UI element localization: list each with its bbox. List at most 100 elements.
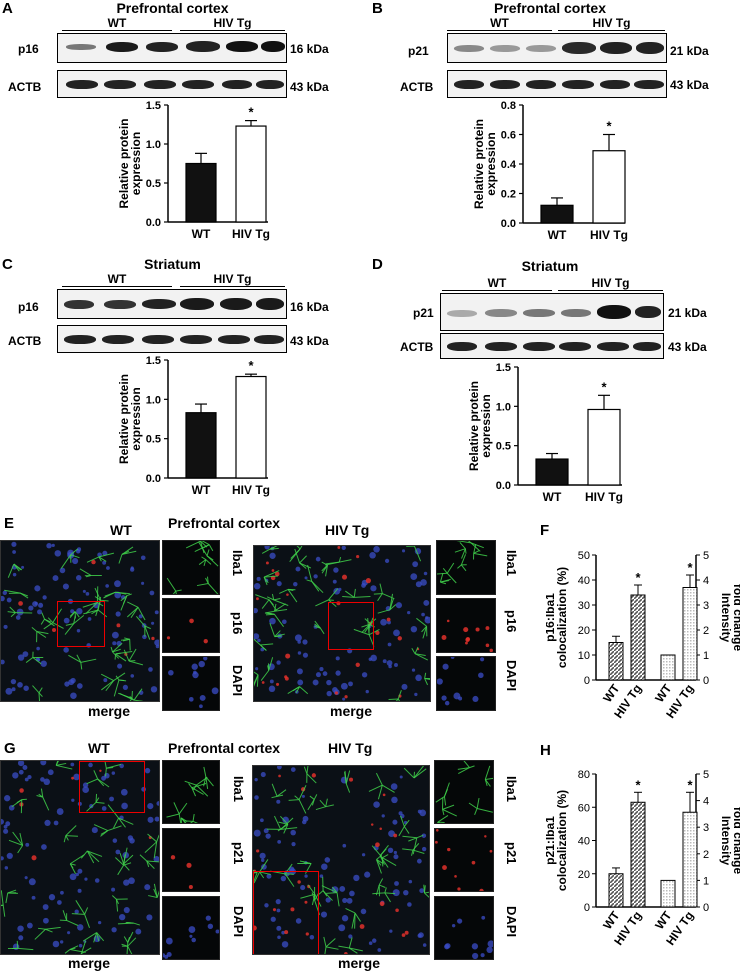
- panel-b-p21-blot: [447, 33, 667, 63]
- bar-wt: [185, 162, 217, 223]
- panel-c-row2-label: ACTB: [8, 334, 42, 348]
- y-tick-label: 50: [578, 550, 590, 562]
- y2-tick-label: 0: [703, 675, 709, 687]
- micrograph-texture: [437, 541, 488, 585]
- y-tick-label: 0.8: [501, 100, 516, 112]
- micrograph-texture: [254, 546, 430, 701]
- y-axis-label-line2: expression: [479, 394, 493, 457]
- panel-g-merge-label-1: merge: [68, 955, 111, 971]
- panel-e-dapi-label-1: DAPI: [230, 665, 245, 697]
- panel-g-wt-iba1-inset: [162, 760, 220, 824]
- panel-e-wt-dapi-inset: [162, 656, 220, 711]
- panel-e-dapi-label-2: DAPI: [504, 660, 519, 692]
- panel-g-wt-p21-inset: [162, 828, 220, 892]
- panel-b-letter: B: [372, 0, 383, 17]
- y-axis-label: Relative protein: [472, 119, 486, 209]
- y-tick-label: 1.5: [146, 100, 161, 112]
- panel-e-tg-merge-image: [253, 545, 431, 702]
- bar-3: [682, 811, 698, 908]
- micrograph-texture: [253, 766, 429, 954]
- panel-b-wt-label: WT: [447, 16, 552, 31]
- significance-star: *: [687, 560, 693, 575]
- panel-h-letter: H: [540, 742, 551, 759]
- panel-g-wt-roi: [79, 761, 145, 813]
- panel-g-tg-roi: [253, 871, 319, 954]
- panel-b-actb-blot: [447, 70, 667, 98]
- panel-g-merge-label-2: merge: [338, 955, 381, 971]
- y-tick-label: 60: [578, 802, 590, 814]
- y2-tick-label: 0: [703, 902, 709, 914]
- panel-e-merge-label-1: merge: [88, 703, 131, 719]
- panel-b-chart: 0.0 0.2 0.4 0.6 0.8 Relative proteinexpressio…: [472, 100, 628, 242]
- bar-wt: [535, 458, 569, 486]
- panel-e-title: Prefrontal cortex: [168, 515, 281, 531]
- panel-e-letter: E: [4, 515, 15, 532]
- panel-g-dapi-label-1: DAPI: [231, 906, 246, 938]
- panel-d-title: Striatum: [521, 258, 579, 274]
- y2-tick-label: 1: [703, 650, 709, 662]
- panel-g-tg-label: HIV Tg: [328, 740, 373, 756]
- panel-c-letter: C: [2, 256, 13, 273]
- panel-e-wt-merge-image: [0, 540, 160, 702]
- y2-tick-label: 3: [703, 822, 709, 834]
- micrograph-texture: [441, 619, 493, 652]
- y-tick-label: 0.0: [146, 217, 161, 229]
- y-tick-label: 0.4: [501, 159, 517, 171]
- y2-tick-label: 5: [703, 769, 709, 781]
- panel-g-tg-merge-image: [252, 765, 430, 955]
- panel-d-actb-blot: [440, 333, 664, 359]
- x-tick-label: WT: [543, 490, 562, 504]
- panel-g-iba1-label-2: Iba1: [504, 776, 519, 803]
- panel-e-wt-roi: [57, 601, 105, 647]
- panel-a-actb-blot: [57, 70, 287, 98]
- panel-e-wt-iba1-inset: [162, 540, 220, 595]
- panel-e-tg-roi: [328, 602, 374, 650]
- y2-axis-label: Intensity: [719, 593, 733, 643]
- bar-hiv-tg: [235, 375, 267, 479]
- panel-e-iba1-label-2: Iba1: [504, 550, 519, 577]
- y2-tick-label: 4: [703, 575, 709, 587]
- panel-b-tg-label: HIV Tg: [558, 16, 665, 31]
- y-tick-label: 0.2: [501, 189, 516, 201]
- y-tick-label: 0.5: [496, 441, 511, 453]
- y-axis-label: Relative protein: [117, 374, 131, 464]
- y2-tick-label: 5: [703, 550, 709, 562]
- bar-wt: [540, 204, 574, 224]
- panel-b-row1-label: p21: [408, 44, 429, 58]
- micrograph-texture: [163, 915, 219, 959]
- panel-g-p21-label-1: p21: [231, 842, 246, 865]
- panel-c-wt-label: WT: [62, 272, 172, 287]
- x-tick-label: HIV Tg: [232, 483, 270, 497]
- bar-0: [608, 873, 624, 908]
- x-tick-label: WT: [192, 483, 211, 497]
- y-axis-label: Relative protein: [467, 381, 481, 471]
- panel-g-tg-iba1-inset: [434, 760, 494, 824]
- panel-g-tg-dapi-inset: [434, 896, 494, 960]
- y-tick-label: 1.0: [146, 394, 161, 406]
- y2-tick-label: 1: [703, 875, 709, 887]
- panel-a-p16-blot: [57, 33, 287, 63]
- panel-a-tg-label: HIV Tg: [180, 16, 285, 31]
- bar-hiv-tg: [592, 150, 626, 224]
- panel-g-wt-merge-image: [0, 760, 160, 955]
- y-tick-label: 0.0: [501, 218, 516, 230]
- y-tick-label: 0: [584, 675, 590, 687]
- significance-star: *: [248, 358, 254, 373]
- y-tick-label: 0.0: [496, 480, 511, 492]
- panel-c-tg-label: HIV Tg: [180, 272, 285, 287]
- y-tick-label: 0.0: [146, 473, 161, 485]
- micrograph-texture: [1, 761, 159, 954]
- micrograph-texture: [435, 829, 493, 891]
- panel-g-p21-label-2: p21: [504, 842, 519, 865]
- panel-c-row1-label: p16: [18, 300, 39, 314]
- y-tick-label: 30: [578, 600, 590, 612]
- panel-a-letter: A: [2, 0, 13, 17]
- bar-hiv-tg: [235, 125, 267, 223]
- y-axis-label-line2: colocalization (%): [555, 567, 569, 668]
- micrograph-texture: [166, 618, 208, 644]
- y2-tick-label: 4: [703, 796, 709, 808]
- y-tick-label: 40: [578, 575, 590, 587]
- significance-star: *: [601, 379, 607, 394]
